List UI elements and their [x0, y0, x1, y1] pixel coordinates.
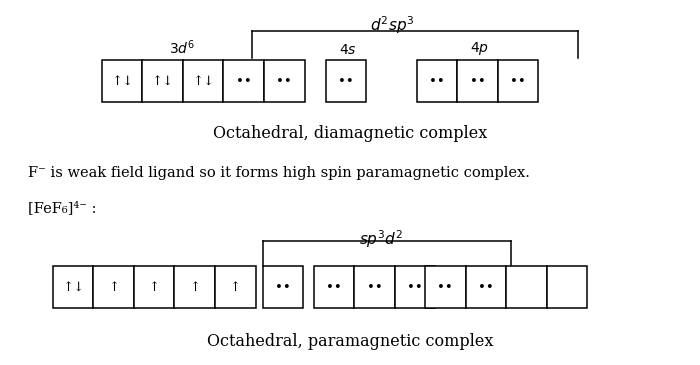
Bar [457, 60, 498, 102]
Bar [93, 266, 134, 308]
Text: ↑: ↑ [148, 281, 160, 294]
Text: Octahedral, paramagnetic complex: Octahedral, paramagnetic complex [206, 333, 494, 350]
Bar [395, 266, 435, 308]
Bar [52, 266, 93, 308]
Text: ↑↓: ↑↓ [151, 75, 174, 88]
Text: ↑: ↑ [189, 281, 200, 294]
Bar [326, 60, 366, 102]
Bar [498, 60, 538, 102]
Text: ••: •• [326, 281, 342, 294]
Bar [174, 266, 215, 308]
Text: ↑↓: ↑↓ [62, 281, 84, 294]
Text: ••: •• [478, 281, 493, 294]
Text: ↑↓: ↑↓ [111, 75, 133, 88]
Bar [183, 60, 223, 102]
Text: F⁻ is weak field ligand so it forms high spin paramagnetic complex.: F⁻ is weak field ligand so it forms high… [28, 166, 530, 180]
Bar [223, 60, 264, 102]
Text: $d^2sp^3$: $d^2sp^3$ [370, 15, 414, 36]
Text: $3d^6$: $3d^6$ [169, 38, 195, 57]
Bar [262, 266, 303, 308]
Bar [142, 60, 183, 102]
Text: ••: •• [338, 75, 354, 88]
Bar [466, 266, 506, 308]
Text: Octahedral, diamagnetic complex: Octahedral, diamagnetic complex [213, 125, 487, 142]
Text: $sp^3d^2$: $sp^3d^2$ [359, 228, 404, 250]
Text: ••: •• [236, 75, 251, 88]
Text: ••: •• [438, 281, 453, 294]
Text: ••: •• [510, 75, 526, 88]
Bar [314, 266, 354, 308]
Text: [FeF₆]⁴⁻ :: [FeF₆]⁴⁻ : [28, 201, 97, 215]
Bar [425, 266, 466, 308]
Text: $4s$: $4s$ [339, 43, 357, 57]
Text: ••: •• [275, 281, 290, 294]
Bar [215, 266, 256, 308]
Bar [547, 266, 587, 308]
Bar [416, 60, 457, 102]
Bar [354, 266, 395, 308]
Text: ↑: ↑ [230, 281, 241, 294]
Text: ••: •• [276, 75, 292, 88]
Bar [102, 60, 142, 102]
Text: ↑: ↑ [108, 281, 119, 294]
Text: ↑↓: ↑↓ [192, 75, 214, 88]
Text: ••: •• [367, 281, 382, 294]
Text: ••: •• [470, 75, 485, 88]
Text: $4p$: $4p$ [470, 39, 489, 57]
Bar [506, 266, 547, 308]
Bar [264, 60, 304, 102]
Text: ••: •• [407, 281, 423, 294]
Text: ••: •• [429, 75, 444, 88]
Bar [134, 266, 174, 308]
